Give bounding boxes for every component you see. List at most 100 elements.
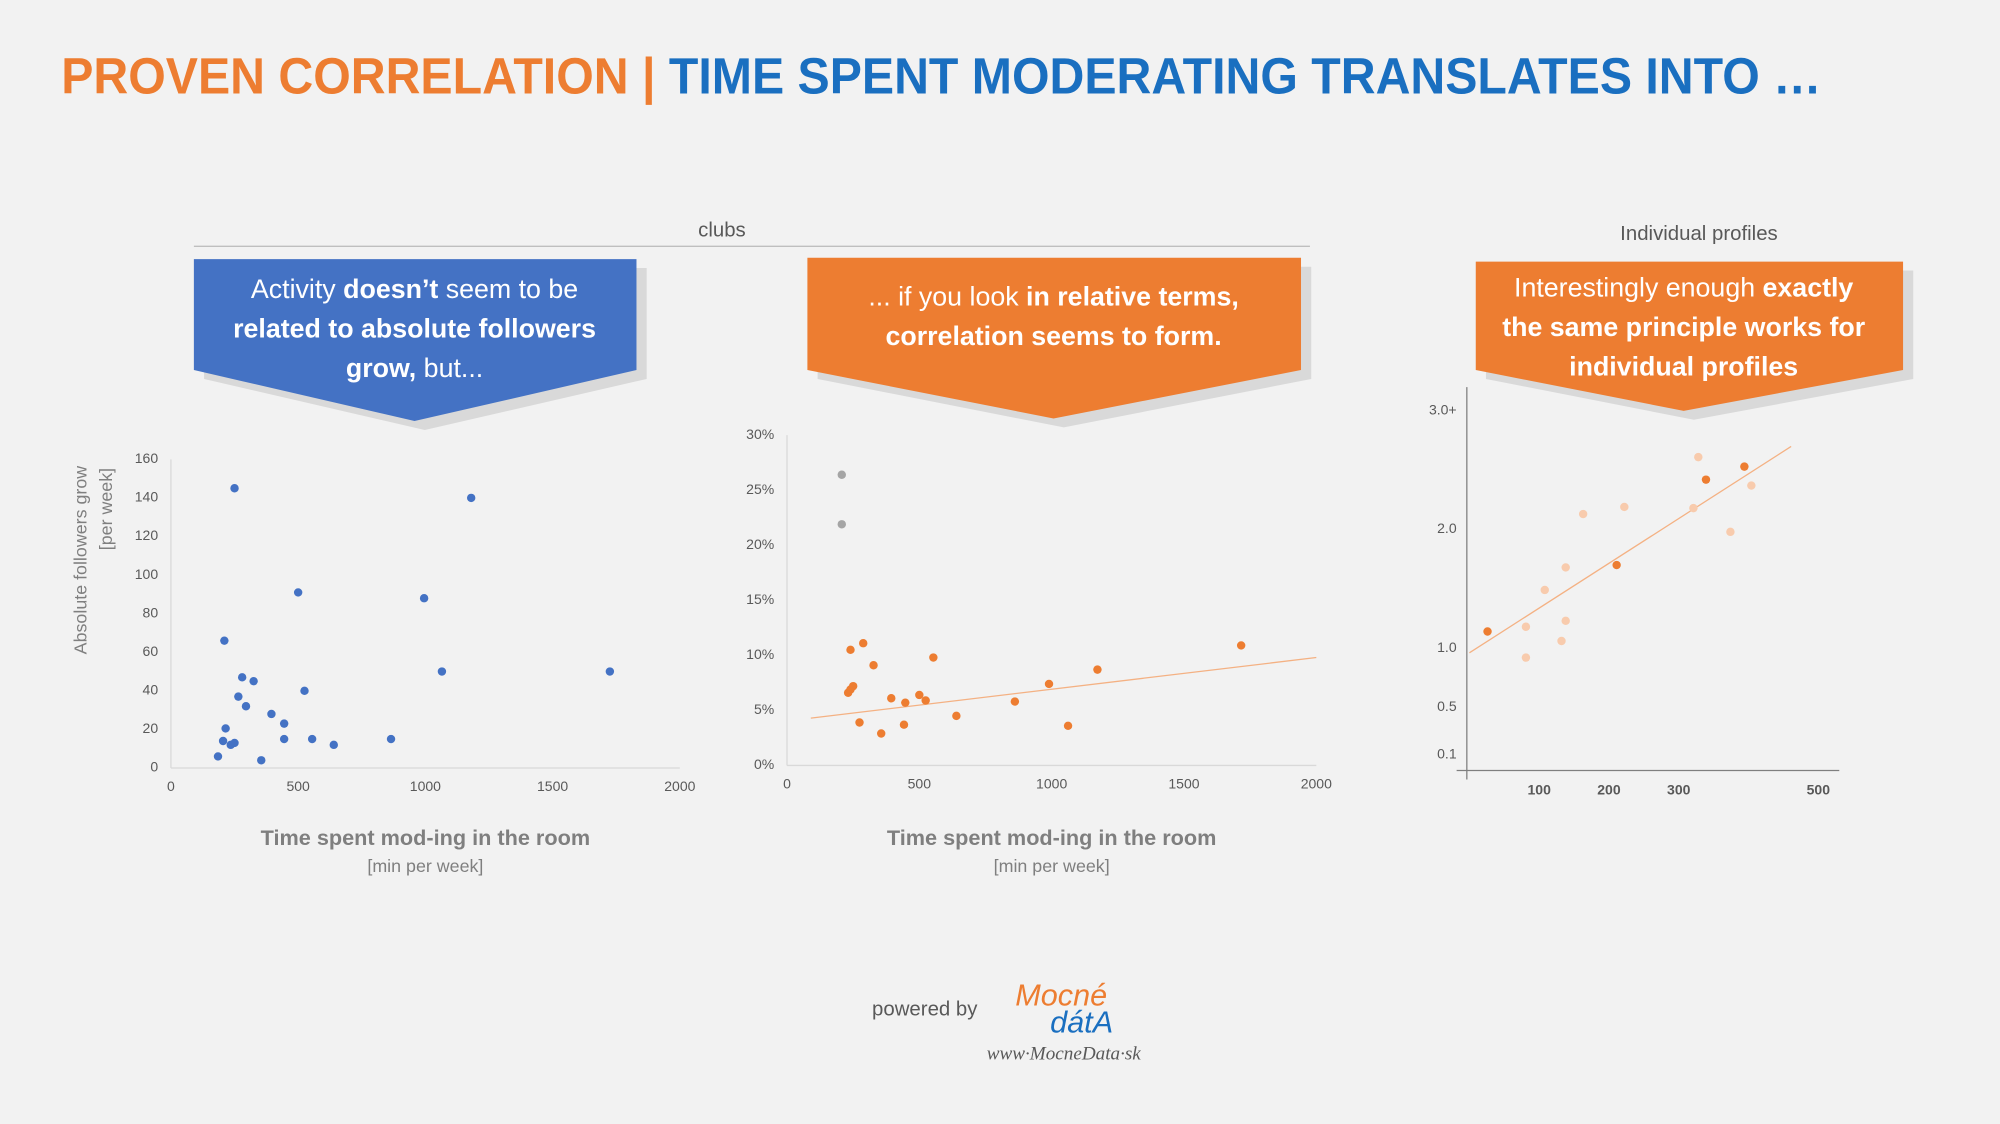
y-tick-label: 120 <box>135 527 159 543</box>
point <box>1561 563 1570 572</box>
y-tick-label: 40 <box>143 682 159 698</box>
point <box>386 734 396 744</box>
point <box>307 734 317 744</box>
y-axis-unit: [per week] <box>96 468 116 550</box>
x-tick-label: 0 <box>783 775 791 791</box>
y-tick-label: 0% <box>754 756 774 772</box>
x-tick-label: 200 <box>1597 782 1621 798</box>
point <box>1093 665 1102 674</box>
point <box>1063 721 1073 731</box>
callout-line: the same principle works for <box>1502 312 1866 342</box>
x-axis-unit: [min per week] <box>367 856 483 876</box>
y-tick-label: 20 <box>143 720 159 736</box>
title-part: TIME SPENT MODERATING TRANSLATES INTO … <box>655 48 1821 105</box>
point <box>921 696 930 705</box>
y-tick-label: 10% <box>746 646 774 662</box>
point <box>230 738 239 748</box>
point <box>887 694 896 703</box>
point <box>1726 527 1735 537</box>
point <box>329 740 338 750</box>
point <box>419 594 429 603</box>
point <box>1561 616 1570 626</box>
point <box>1620 502 1629 512</box>
x-tick-label: 2000 <box>1301 775 1332 791</box>
logo-bottom: dátA <box>1050 1005 1113 1039</box>
callout-text: the same principle works for <box>1502 312 1866 342</box>
point <box>605 667 615 676</box>
point <box>837 520 846 529</box>
x-tick-label: 500 <box>1807 782 1831 798</box>
y-tick-label: 25% <box>746 481 774 497</box>
x-tick-label: 1500 <box>1168 775 1199 791</box>
point <box>1236 641 1246 650</box>
y-tick-label: 30% <box>746 426 774 442</box>
point <box>952 711 961 721</box>
point <box>437 667 447 676</box>
point <box>899 720 909 729</box>
callout-line: grow, but... <box>346 353 483 383</box>
slide-title: PROVEN CORRELATION | TIME SPENT MODERATI… <box>61 48 1821 106</box>
y-tick-label: 0.5 <box>1437 698 1457 714</box>
callout-text: correlation seems to form. <box>885 321 1221 351</box>
point <box>257 756 266 765</box>
callout-text: Activity <box>251 274 343 304</box>
y-tick-label: 1.0 <box>1437 639 1457 655</box>
point <box>1578 509 1588 519</box>
point <box>279 719 289 728</box>
point <box>234 692 243 701</box>
x-tick-label: 1000 <box>410 778 441 794</box>
y-tick-label: 140 <box>135 489 159 505</box>
callout-text: grow, <box>346 353 416 383</box>
x-axis-label: Time spent mod-ing in the room <box>887 825 1217 850</box>
point <box>221 724 230 733</box>
callout-text: seem to be <box>438 274 578 304</box>
point <box>218 736 228 746</box>
callout-text: doesn’t <box>343 274 438 304</box>
point <box>1701 475 1711 484</box>
callout-text: ... if you look <box>868 282 1026 312</box>
point <box>901 698 910 707</box>
callout-line: Interestingly enough exactly <box>1514 273 1853 303</box>
group-label: Individual profiles <box>1620 223 1778 245</box>
y-tick-label: 160 <box>135 450 159 466</box>
x-tick-label: 300 <box>1667 782 1691 798</box>
point <box>1689 503 1698 513</box>
point <box>1612 560 1621 570</box>
point <box>869 661 878 670</box>
point <box>846 645 855 655</box>
callout-line: individual profiles <box>1569 352 1798 382</box>
point <box>848 681 858 691</box>
x-tick-label: 500 <box>286 778 310 794</box>
point <box>877 729 886 738</box>
point <box>1044 679 1054 689</box>
point <box>1694 452 1703 462</box>
y-tick-label: 100 <box>135 566 159 582</box>
logo-top: Mocné <box>1015 979 1107 1013</box>
callout-line: related to absolute followers <box>233 314 596 344</box>
callout-text: related to absolute followers <box>233 314 596 344</box>
y-tick-label: 2.0 <box>1437 520 1457 536</box>
point <box>929 653 938 662</box>
point <box>1483 627 1492 636</box>
callout-text: in relative terms, <box>1026 282 1239 312</box>
callout-text: Interestingly enough <box>1514 273 1762 303</box>
x-tick-label: 1000 <box>1036 775 1067 791</box>
point <box>1747 481 1756 490</box>
point <box>855 718 864 727</box>
callout-line: ... if you look in relative terms, <box>868 282 1238 312</box>
x-tick-label: 2000 <box>664 778 695 794</box>
powered-by: powered by <box>872 999 978 1021</box>
y-tick-label: 20% <box>746 536 774 552</box>
y-tick-label: 0.1 <box>1437 746 1457 762</box>
point <box>249 676 258 686</box>
callout-text: exactly <box>1763 273 1854 303</box>
trendline <box>810 656 1317 719</box>
point <box>267 709 276 719</box>
point <box>1010 697 1020 706</box>
y-tick-label: 5% <box>754 701 774 717</box>
y-axis-label: Absolute followers grow <box>70 466 90 655</box>
x-tick-label: 500 <box>908 775 932 791</box>
